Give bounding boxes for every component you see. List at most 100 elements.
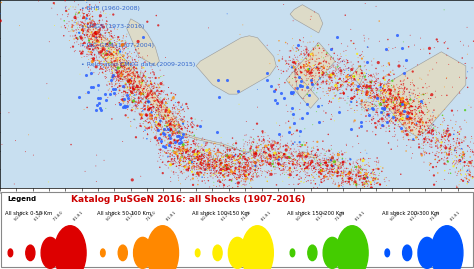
Point [102, 67, 110, 72]
Point [365, 170, 372, 175]
Point [461, 136, 468, 141]
Point [403, 111, 410, 115]
Point [371, 80, 378, 84]
Point [461, 175, 469, 180]
Point [170, 161, 177, 166]
Point [240, 148, 247, 153]
Point [203, 162, 210, 166]
Point [373, 181, 380, 186]
Point [300, 140, 308, 144]
Point [181, 166, 189, 170]
Point [159, 131, 166, 136]
Point [171, 147, 179, 152]
Point [341, 169, 349, 174]
Point [413, 108, 420, 112]
Point [250, 163, 258, 168]
Point [391, 109, 398, 113]
Point [369, 114, 377, 118]
Point [335, 173, 343, 177]
Point [188, 160, 196, 164]
Point [288, 171, 296, 175]
Point [297, 176, 305, 180]
Point [206, 168, 214, 172]
Point [246, 147, 254, 151]
Point [247, 185, 255, 189]
Point [180, 107, 188, 111]
Point [10, 182, 18, 186]
Point [106, 42, 114, 46]
Point [319, 147, 327, 151]
Point [197, 164, 205, 169]
Point [292, 72, 300, 76]
Point [381, 177, 388, 182]
Point [310, 166, 317, 171]
Point [358, 108, 366, 112]
Point [119, 33, 127, 38]
Point [160, 90, 167, 94]
Point [112, 92, 120, 97]
Point [148, 115, 156, 120]
Point [204, 161, 211, 165]
Point [282, 62, 290, 66]
Point [337, 165, 345, 170]
Point [238, 176, 246, 181]
Point [287, 152, 295, 157]
Point [438, 137, 445, 141]
Point [363, 95, 371, 99]
Point [353, 72, 360, 76]
Point [301, 172, 309, 176]
Point [465, 161, 473, 165]
Point [215, 163, 223, 167]
Point [137, 124, 144, 128]
Point [200, 165, 208, 170]
Point [349, 162, 357, 166]
Point [426, 163, 434, 167]
Point [314, 161, 321, 166]
Point [188, 161, 195, 166]
Point [222, 165, 229, 169]
Point [213, 150, 221, 154]
Point [309, 78, 317, 82]
Point [100, 60, 108, 64]
Point [178, 171, 186, 175]
Point [409, 112, 416, 116]
Point [167, 140, 174, 144]
Point [338, 176, 346, 180]
Point [156, 124, 164, 128]
Point [175, 130, 183, 134]
Point [333, 67, 341, 71]
Point [287, 157, 295, 161]
Point [394, 138, 401, 142]
Point [192, 153, 200, 157]
Point [437, 146, 444, 150]
Point [175, 126, 183, 130]
Point [314, 43, 322, 48]
Point [216, 180, 224, 185]
Point [264, 157, 271, 161]
Point [177, 158, 184, 163]
Point [370, 83, 378, 87]
Point [230, 156, 237, 160]
Point [195, 160, 203, 164]
Point [93, 29, 100, 34]
Point [383, 80, 391, 84]
Point [0, 12, 4, 16]
Point [176, 170, 184, 174]
Point [230, 173, 237, 178]
Point [194, 155, 201, 160]
Point [334, 86, 341, 90]
Point [111, 68, 119, 72]
Point [240, 172, 247, 176]
Point [198, 143, 206, 147]
Point [363, 100, 370, 104]
Point [291, 162, 299, 166]
Point [378, 64, 386, 68]
Point [148, 105, 155, 109]
Point [320, 56, 328, 60]
Point [339, 182, 347, 187]
Point [113, 62, 121, 66]
Point [323, 91, 331, 96]
Point [330, 179, 337, 183]
Point [128, 51, 135, 56]
Point [176, 168, 183, 172]
